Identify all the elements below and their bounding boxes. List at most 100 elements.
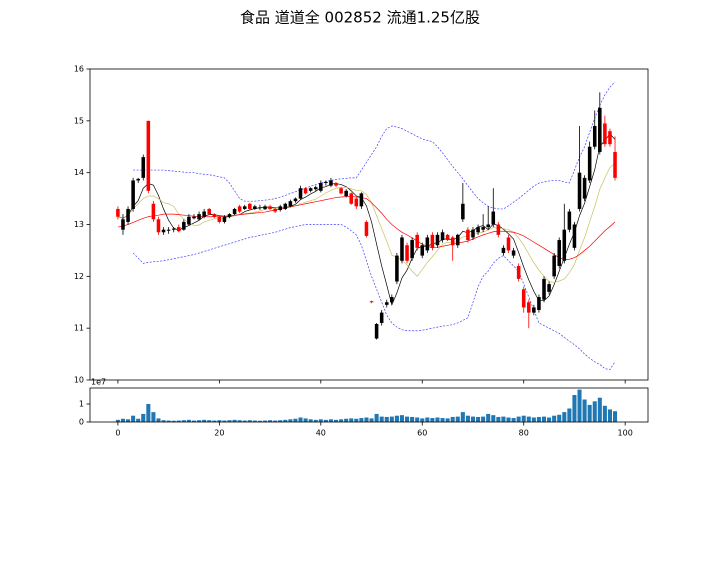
volume-bar [440,418,445,422]
volume-bar [359,418,364,422]
candle-body [501,247,506,254]
volume-bar [592,401,597,422]
candle-body [242,206,247,209]
candle-body [126,208,130,222]
x-tick-label: 40 [316,429,326,438]
x-tick-label: 80 [519,429,529,438]
candle-body [491,211,496,225]
candle-body [405,245,409,261]
candle-body [283,203,288,209]
candle-body [374,324,379,339]
candle-body [293,198,298,202]
volume-bar [247,420,252,422]
volume-bar [587,404,592,422]
candle-body [390,297,394,303]
volume-bar [333,419,339,422]
volume-bar [115,419,120,422]
candle-body [557,240,562,266]
volume-bar [612,411,618,422]
candle-body [532,307,536,313]
candle-body [349,193,354,204]
candle-body [400,237,404,261]
candle-body [298,188,303,199]
y-tick-label: 11 [74,324,84,333]
candle-body [258,207,262,209]
candle-body [496,224,501,235]
candle-body [461,203,465,220]
candle-body [344,190,348,196]
candle-body [613,151,617,178]
volume-bar [536,416,541,422]
volume-bar [501,416,506,422]
candle-body [253,206,257,209]
candle-body [466,229,470,241]
volume-bar [567,408,572,422]
candle-body [212,214,217,217]
candle-body [425,237,430,251]
x-tick-label: 20 [214,429,224,438]
candle-body [237,206,242,212]
candle-body [486,224,490,228]
y-tick-label: 0 [79,418,84,427]
volume-bar [562,412,567,422]
volume-bar [394,415,399,422]
x-tick-label: 100 [618,429,633,438]
volume-bar [273,420,278,422]
candle-body [435,234,440,246]
volume-bar [202,419,207,422]
candle-body [359,193,364,207]
candle-body [420,245,425,256]
candle-body [567,211,572,230]
axis-offset-label: 1e7 [91,378,106,387]
candle-body [598,107,602,152]
candle-body [450,237,455,246]
candle-body [197,214,201,220]
volume-bar [430,418,435,422]
volume-bar [481,416,486,422]
candle-body [156,219,161,233]
volume-bar [597,397,602,422]
volume-bar [552,415,557,422]
volume-bar [288,419,293,422]
volume-bar [364,417,369,422]
candle-body [202,211,206,217]
candle-body [562,229,567,261]
candle-body [232,208,237,215]
candle-body [171,228,176,230]
volume-bar [491,415,496,422]
axes-frame [89,387,649,423]
candle-body [481,227,485,230]
volume-bar [283,419,288,422]
candle-body [319,183,323,191]
y-tick-label: 14 [74,168,84,177]
candle-body [527,302,531,313]
candle-body [248,203,252,209]
volume-bar [379,416,384,422]
volume-bar [303,418,308,422]
volume-bar [476,416,481,422]
volume-bar [197,420,202,422]
volume-bar [384,416,389,422]
volume-bar [136,418,141,422]
volume-bar [420,418,425,422]
volume-bar [557,414,562,422]
volume-bar [171,420,176,422]
axes-frame [89,68,649,381]
volume-bar [323,419,328,422]
volume-bar [349,418,354,422]
volume-bar [516,416,521,422]
candle-body [603,123,607,145]
volume-bar [328,419,333,422]
candle-body [176,227,181,232]
volume-bar [607,409,612,422]
volume-bar [237,420,242,422]
candle-body [329,180,333,186]
volume-bar [344,418,349,422]
volume-bar [257,420,262,422]
candle-body [379,312,384,323]
candle-body [268,206,272,209]
candle-body [471,229,475,238]
volume-bar [181,420,186,422]
